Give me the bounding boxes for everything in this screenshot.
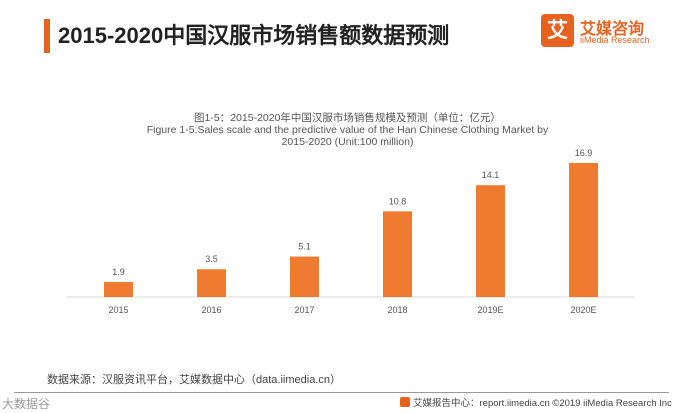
- chart-title-en-line1: Figure 1-5:Sales scale and the predictiv…: [146, 124, 549, 136]
- bar-2020E: [569, 163, 598, 297]
- chart-title-cn: 图1-5：2015-2020年中国汉服市场销售规模及预测（单位：亿元）: [194, 112, 501, 124]
- data-label-2020E: 16.9: [575, 148, 593, 158]
- footer-divider: [14, 392, 669, 393]
- bar-2015: [104, 281, 133, 297]
- logo-name-cn: 艾媒咨询: [580, 21, 645, 38]
- logo-name-en: iiMedia Research: [580, 35, 650, 45]
- x-tick-label-2020E: 2020E: [570, 305, 596, 315]
- data-label-2015: 1.9: [112, 267, 125, 277]
- bar-2019E: [476, 185, 505, 297]
- data-label-2017: 5.1: [298, 242, 311, 252]
- data-label-2016: 3.5: [205, 254, 218, 264]
- data-label-2018: 10.8: [389, 196, 407, 206]
- page-title: 2015-2020中国汉服市场销售额数据预测: [58, 23, 450, 48]
- data-source: 数据来源：汉服资讯平台，艾媒数据中心（data.iimedia.cn）: [47, 374, 341, 386]
- bar-2017: [290, 256, 319, 297]
- logo-mark-icon: 艾: [541, 14, 574, 47]
- bar-2018: [383, 211, 412, 297]
- x-tick-label-2019E: 2019E: [477, 305, 503, 315]
- title-accent-bar: [44, 19, 50, 53]
- chart-title-en-line2: 2015-2020 (Unit:100 million): [281, 136, 414, 148]
- x-tick-label-2015: 2015: [108, 305, 128, 315]
- footer-text: 艾媒报告中心：report.iimedia.cn ©2019 iiMedia R…: [413, 398, 672, 409]
- bar-2016: [197, 269, 226, 297]
- x-tick-label-2018: 2018: [387, 305, 407, 315]
- x-tick-label-2016: 2016: [201, 305, 221, 315]
- watermark: 大数据谷: [2, 397, 51, 411]
- report-center-icon: [400, 397, 410, 407]
- x-tick-label-2017: 2017: [294, 305, 314, 315]
- footer: 艾媒报告中心：report.iimedia.cn ©2019 iiMedia R…: [400, 395, 672, 409]
- data-label-2019E: 14.1: [482, 170, 500, 180]
- iimedia-logo: 艾 艾媒咨询 iiMedia Research: [541, 14, 691, 50]
